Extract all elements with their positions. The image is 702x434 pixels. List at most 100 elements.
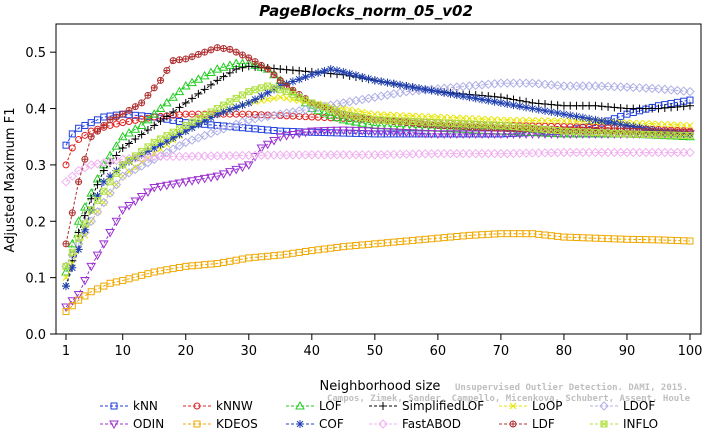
point-odin (98, 240, 109, 249)
point-simplifiedlof (181, 98, 190, 107)
point-inflo (226, 98, 234, 106)
point-fastabod (452, 148, 462, 159)
point-cof (383, 78, 392, 87)
point-fastabod (218, 151, 229, 161)
legend-marker (295, 400, 305, 410)
point-fastabod (653, 147, 664, 158)
point-odin (470, 130, 481, 139)
point-loop (510, 116, 517, 124)
point-odin (401, 129, 412, 138)
point-loop (472, 115, 480, 123)
point-lof (212, 64, 223, 73)
point-loop (421, 113, 429, 120)
point-lof (149, 109, 160, 118)
point-loop (535, 117, 543, 124)
point-fastabod (534, 148, 544, 158)
point-simplifiedlof (270, 64, 278, 73)
point-odin (388, 128, 399, 137)
point-fastabod (666, 147, 676, 158)
legend-marker (599, 401, 609, 411)
point-odin (105, 229, 115, 238)
legend-item-fastabod: FastABOD (369, 417, 461, 431)
point-ldof (571, 81, 582, 91)
point-knn (617, 112, 625, 120)
point-ldf (75, 178, 83, 186)
point-simplifiedlof (188, 94, 197, 103)
point-odin (218, 170, 229, 179)
point-odin (136, 192, 147, 202)
point-fastabod (319, 150, 330, 160)
point-inflo (125, 156, 133, 164)
point-ldof (647, 83, 657, 94)
point-fastabod (326, 150, 336, 160)
point-odin (67, 297, 78, 306)
point-cof (597, 116, 606, 125)
point-cof (616, 120, 625, 129)
point-ldof (685, 86, 695, 97)
point-loop (377, 111, 385, 118)
point-fastabod (344, 150, 355, 160)
point-fastabod (685, 147, 695, 158)
point-cof (541, 106, 550, 115)
point-simplifiedlof (686, 101, 694, 110)
point-odin (464, 130, 475, 139)
point-odin (180, 178, 191, 187)
point-simplifiedlof (238, 63, 247, 72)
point-ldf (245, 54, 253, 62)
point-lof (80, 202, 90, 211)
point-ldof (609, 81, 620, 92)
point-ldf (94, 127, 102, 135)
point-fastabod (61, 177, 71, 187)
legend-marker (378, 419, 388, 429)
legend-label: LOF (319, 399, 342, 413)
point-odin (306, 127, 317, 137)
x-tick-label: 90 (619, 344, 636, 359)
point-ldof (118, 171, 128, 181)
point-loop (440, 113, 448, 121)
point-fastabod (389, 149, 399, 160)
point-ldf (106, 116, 114, 124)
point-odin (357, 127, 368, 136)
point-cof (314, 68, 323, 77)
point-inflo (283, 88, 291, 96)
point-fastabod (527, 148, 538, 158)
legend-item-cof: COF (286, 417, 344, 431)
point-ldof (515, 78, 525, 88)
point-odin (338, 126, 349, 135)
point-loop (396, 111, 404, 119)
point-cof (301, 72, 310, 81)
series-cof (62, 65, 694, 291)
point-odin (80, 276, 90, 286)
point-fastabod (628, 147, 638, 158)
point-ldof (597, 81, 607, 91)
point-kdeos (686, 237, 694, 245)
y-tick-label: 0.1 (25, 272, 46, 287)
x-tick-label: 50 (367, 344, 384, 359)
chart-title: PageBlocks_norm_05_v02 (259, 2, 473, 20)
plot-frame (55, 23, 702, 335)
point-loop (661, 120, 669, 128)
point-simplifiedlof (80, 211, 89, 220)
point-simplifiedlof (553, 101, 562, 110)
point-cof (604, 118, 613, 127)
point-fastabod (80, 163, 90, 173)
point-loop (453, 114, 461, 122)
point-cof (288, 77, 297, 86)
point-simplifiedlof (225, 68, 234, 77)
point-cof (534, 105, 543, 114)
point-fastabod (67, 171, 78, 181)
point-simplifiedlof (206, 80, 215, 89)
point-fastabod (376, 149, 386, 160)
point-ldof (174, 141, 185, 151)
point-loop (491, 116, 498, 123)
point-cof (364, 74, 373, 83)
point-ldf (226, 45, 234, 53)
legend-item-ldf: LDF (499, 417, 555, 431)
point-inflo (264, 82, 272, 90)
legend-item-kdeos: KDEOS (183, 417, 258, 431)
point-ldf (144, 91, 152, 99)
point-odin (168, 180, 179, 190)
point-fastabod (622, 147, 632, 158)
point-cof (421, 85, 430, 94)
point-lof (325, 110, 336, 119)
